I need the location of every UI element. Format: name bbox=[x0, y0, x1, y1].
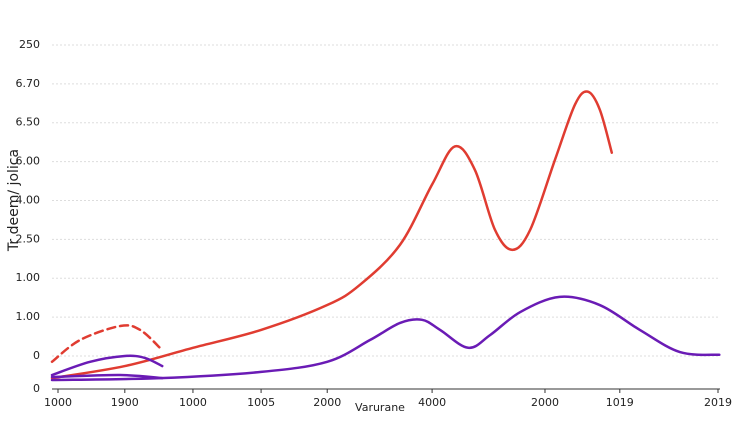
x-tick-label: 1005 bbox=[247, 396, 275, 409]
x-tick-label: 1000 bbox=[179, 396, 207, 409]
x-tick-label: 2000 bbox=[313, 396, 341, 409]
y-tick-label: 2.50 bbox=[16, 232, 41, 245]
series-line bbox=[50, 295, 721, 382]
y-tick-label: 6.50 bbox=[16, 116, 41, 129]
x-tick-label: 1019 bbox=[606, 396, 634, 409]
x-tick-label: 1000 bbox=[44, 396, 72, 409]
x-tick-label: 2019 bbox=[704, 396, 732, 409]
x-axis-label: Varurane bbox=[355, 401, 405, 414]
y-axis-label: Tr deem/ jolica bbox=[6, 149, 22, 252]
y-tick-label: 250 bbox=[19, 38, 40, 51]
y-tick-label: 0 bbox=[33, 349, 40, 362]
y-tick-label: 0 bbox=[33, 382, 40, 395]
series-line bbox=[50, 90, 614, 380]
series-line bbox=[50, 373, 164, 380]
y-tick-label: 6.00 bbox=[16, 155, 41, 168]
y-tick-label: 1.00 bbox=[16, 310, 41, 323]
series-line bbox=[50, 324, 164, 364]
y-tick-label: 1.00 bbox=[16, 271, 41, 284]
x-tick-label: 4000 bbox=[418, 396, 446, 409]
y-tick-label: 4.00 bbox=[16, 193, 41, 206]
series-line bbox=[50, 354, 164, 377]
x-tick-label: 1900 bbox=[111, 396, 139, 409]
y-tick-label: 6.70 bbox=[16, 77, 41, 90]
x-tick-label: 2000 bbox=[531, 396, 559, 409]
